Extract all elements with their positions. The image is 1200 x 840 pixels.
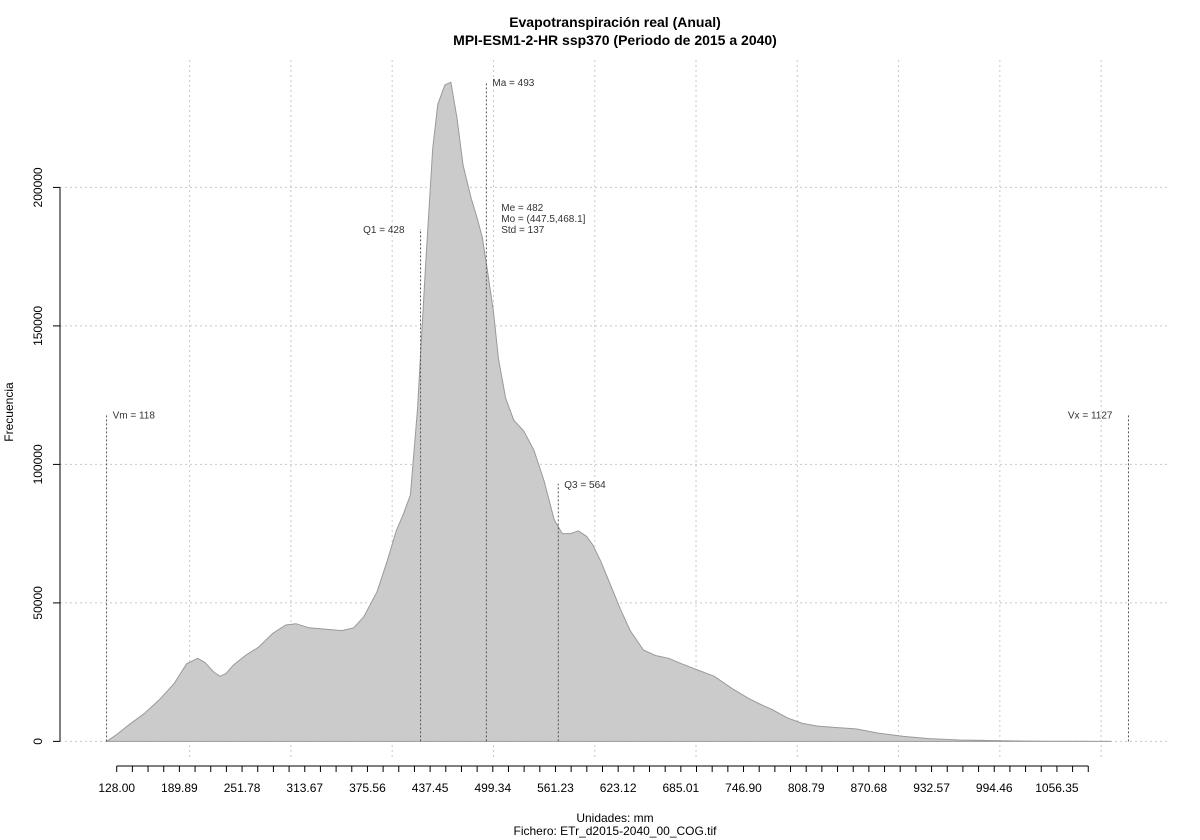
y-axis-label: Frecuencia [2, 382, 16, 442]
x-tick-label: 437.45 [412, 781, 449, 795]
density-area [104, 81, 1112, 742]
chart-title: Evapotranspiración real (Anual) [509, 14, 721, 30]
x-tick-label: 128.00 [98, 781, 135, 795]
x-tick-label: 189.89 [161, 781, 198, 795]
x-tick-label: 561.23 [537, 781, 574, 795]
density-series-0 [104, 81, 1112, 742]
x-tick-label: 1056.35 [1035, 781, 1079, 795]
x-tick-label: 251.78 [224, 781, 261, 795]
x-tick-label: 932.57 [913, 781, 950, 795]
x-tick-label: 746.90 [725, 781, 762, 795]
chart-subtitle: MPI-ESM1-2-HR ssp370 (Periodo de 2015 a … [453, 32, 777, 48]
stat-marker-label: Q3 = 564 [564, 480, 606, 491]
x-tick-label: 313.67 [286, 781, 323, 795]
y-tick-label: 150000 [31, 306, 45, 346]
x-tick-label: 499.34 [474, 781, 511, 795]
stat-summary-label: Std = 137 [501, 225, 545, 236]
y-tick-label: 200000 [31, 167, 45, 207]
stat-summary-label: Me = 482 [501, 203, 543, 214]
y-tick-label: 100000 [31, 444, 45, 484]
x-tick-label: 808.79 [788, 781, 825, 795]
y-tick-label: 0 [31, 738, 45, 745]
x-axis-label: Unidades: mm [576, 811, 653, 825]
stat-summary-label: Mo = (447.5,468.1] [501, 214, 585, 225]
axes: 0 50000 100000 150000 200000 128.00 189.89 251.… [31, 167, 1089, 795]
x-tick-label: 870.68 [851, 781, 888, 795]
y-tick-label: 50000 [31, 586, 45, 620]
stat-marker-label: Ma = 493 [492, 78, 534, 89]
stat-marker-label: Vx = 1127 [1068, 411, 1113, 422]
x-tick-label: 685.01 [662, 781, 699, 795]
footer-filename: Fichero: ETr_d2015-2040_00_COG.tif [514, 824, 718, 838]
x-tick-label: 994.46 [976, 781, 1013, 795]
x-tick-label: 623.12 [600, 781, 637, 795]
stat-marker-label: Q1 = 428 [363, 225, 405, 236]
x-tick-label: 375.56 [349, 781, 386, 795]
stat-marker-label: Vm = 118 [113, 411, 156, 422]
